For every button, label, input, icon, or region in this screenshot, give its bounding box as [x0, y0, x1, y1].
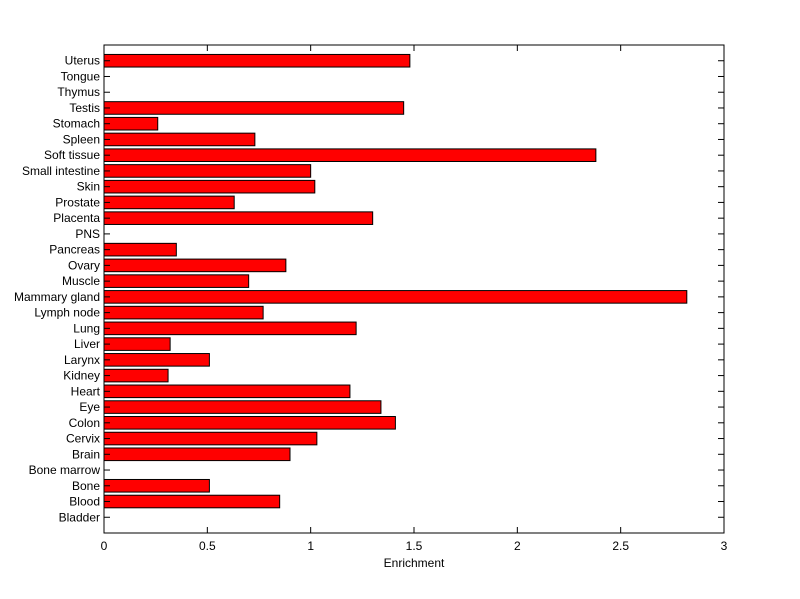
y-tick-label: Muscle	[62, 274, 100, 288]
y-tick-label: Stomach	[53, 117, 100, 131]
bar	[103, 353, 210, 367]
bar	[103, 431, 318, 446]
y-tick-label: Cervix	[66, 432, 100, 446]
y-tick-label: Lung	[73, 321, 100, 335]
bar	[103, 274, 250, 288]
y-tick-label: Colon	[69, 416, 100, 430]
bar	[103, 164, 312, 178]
x-tick-label: 1.5	[406, 539, 423, 553]
bar	[103, 400, 382, 414]
bar	[103, 305, 264, 320]
bar	[103, 132, 256, 147]
ticks-layer	[103, 45, 725, 533]
y-tick-label: Larynx	[64, 353, 100, 367]
x-tick-label: 0	[101, 539, 108, 553]
y-tick-label: Uterus	[65, 54, 100, 68]
bar	[103, 478, 210, 493]
bar	[103, 290, 688, 304]
y-tick-label: Bladder	[59, 510, 100, 524]
bar	[103, 494, 281, 509]
bar	[103, 416, 396, 430]
y-tick-label: Mammary gland	[14, 290, 100, 304]
y-tick-label: Liver	[74, 337, 100, 351]
x-tick-label: 2.5	[612, 539, 629, 553]
y-tick-label: Spleen	[63, 132, 100, 146]
y-tick-label: Testis	[69, 101, 100, 115]
bars-layer	[103, 53, 688, 509]
y-tick-label: Pancreas	[49, 243, 100, 257]
x-tick-labels: 0 0.5 1 1.5 2 2.5 3	[101, 539, 728, 553]
y-tick-label: Placenta	[53, 211, 100, 225]
x-tick-label: 2	[514, 539, 521, 553]
y-tick-label: Bone	[72, 479, 100, 493]
bar	[103, 179, 316, 194]
x-tick-label: 0.5	[199, 539, 216, 553]
y-tick-label: PNS	[75, 227, 100, 241]
bar	[103, 53, 411, 68]
bar	[103, 447, 291, 462]
y-tick-label: Heart	[71, 384, 101, 398]
y-tick-label: Skin	[77, 180, 100, 194]
bar	[103, 242, 177, 257]
bar	[103, 101, 405, 115]
bar	[103, 148, 597, 162]
y-tick-label: Tongue	[61, 69, 101, 83]
y-tick-label: Brain	[72, 447, 100, 461]
y-tick-label: Lymph node	[34, 306, 100, 320]
bar	[103, 195, 235, 210]
bar	[103, 258, 287, 273]
y-tick-label: Thymus	[57, 85, 100, 99]
y-tick-label: Eye	[79, 400, 100, 414]
bar	[103, 384, 351, 399]
bar	[103, 116, 159, 131]
x-tick-label: 3	[721, 539, 728, 553]
y-tick-label: Bone marrow	[29, 463, 101, 477]
bar	[103, 368, 169, 383]
bar	[103, 321, 357, 336]
y-tick-label: Kidney	[63, 369, 100, 383]
y-tick-label: Blood	[69, 495, 100, 509]
y-tick-label: Prostate	[55, 195, 100, 209]
bar	[103, 337, 171, 351]
y-tick-label: Soft tissue	[44, 148, 100, 162]
x-tick-label: 1	[307, 539, 314, 553]
y-tick-label: Small intestine	[22, 164, 100, 178]
y-tick-label: Ovary	[68, 258, 100, 272]
bar	[103, 211, 374, 225]
x-axis-title: Enrichment	[384, 556, 445, 570]
